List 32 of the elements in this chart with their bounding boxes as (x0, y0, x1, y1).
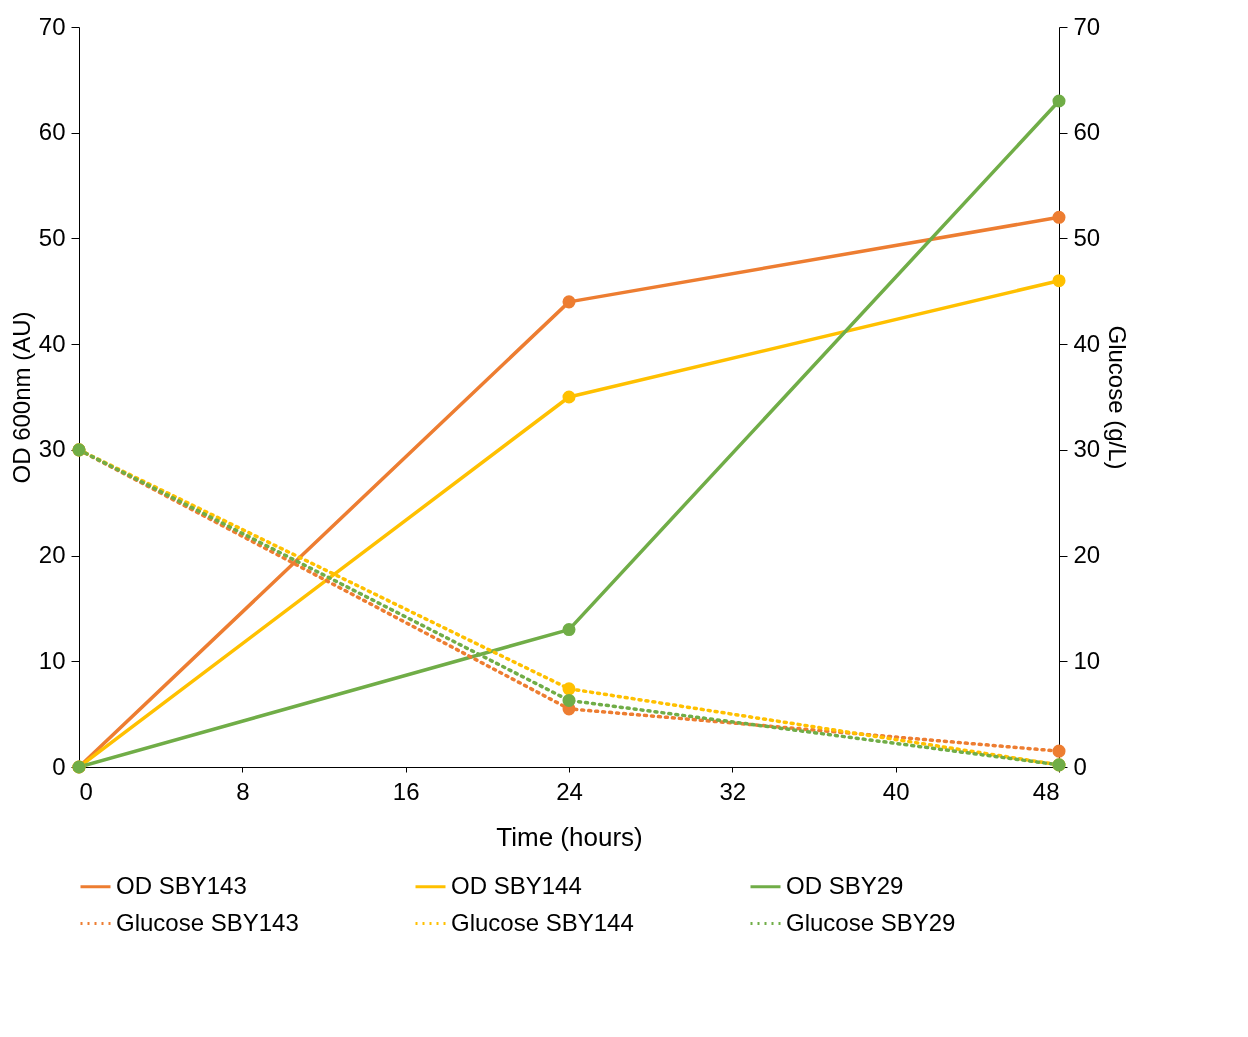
legend-label: Glucose SBY29 (786, 908, 956, 936)
x-tick-label: 0 (79, 777, 93, 805)
x-tick-label: 16 (392, 777, 420, 805)
legend-label: OD SBY29 (786, 871, 904, 899)
y2-tick-label: 50 (1073, 223, 1101, 251)
x-tick-label: 48 (1032, 777, 1060, 805)
legend-label: OD SBY143 (116, 871, 247, 899)
y-tick-label: 40 (38, 329, 66, 357)
y-tick-label: 10 (38, 646, 66, 674)
x-tick-label: 32 (719, 777, 747, 805)
x-axis-title: Time (hours) (496, 821, 643, 852)
y2-tick-label: 0 (1073, 752, 1087, 780)
y-tick-label: 20 (38, 541, 66, 569)
y2-tick-label: 30 (1073, 435, 1101, 463)
y2-tick-label: 70 (1073, 12, 1101, 40)
y2-axis-title: Glucose (g/L) (1104, 325, 1132, 470)
y2-tick-label: 10 (1073, 646, 1101, 674)
y-tick-label: 30 (38, 435, 66, 463)
y-tick-label: 50 (38, 223, 66, 251)
y2-tick-label: 40 (1073, 329, 1101, 357)
x-tick-label: 24 (556, 777, 583, 805)
y2-tick-label: 20 (1073, 541, 1101, 569)
x-tick-label: 8 (236, 777, 250, 805)
y-tick-label: 0 (52, 752, 66, 780)
legend-label: OD SBY144 (451, 871, 582, 899)
y-tick-label: 70 (38, 12, 66, 40)
x-tick-label: 40 (882, 777, 910, 805)
y-tick-label: 60 (38, 118, 66, 146)
y2-tick-label: 60 (1073, 118, 1101, 146)
legend-label: Glucose SBY143 (116, 908, 299, 936)
legend-label: Glucose SBY144 (451, 908, 634, 936)
y-axis-title: OD 600nm (AU) (7, 311, 35, 484)
